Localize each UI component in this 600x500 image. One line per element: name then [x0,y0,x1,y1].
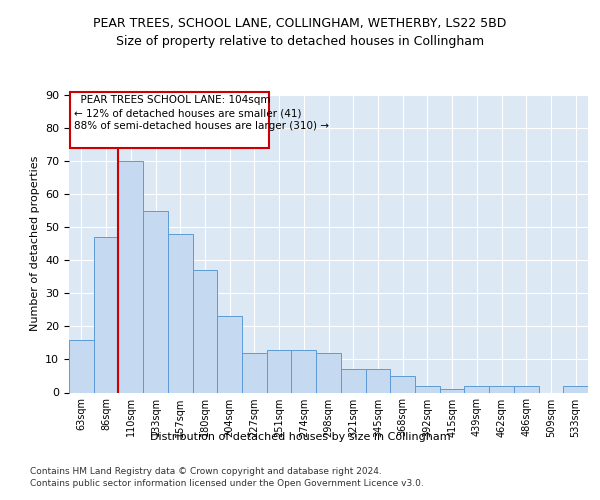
Bar [69,340,94,392]
Text: ← 12% of detached houses are smaller (41): ← 12% of detached houses are smaller (41… [74,108,301,118]
Bar [118,161,143,392]
Bar [415,386,440,392]
Bar [168,234,193,392]
Bar [94,237,118,392]
Bar [143,210,168,392]
Y-axis label: Number of detached properties: Number of detached properties [29,156,40,332]
Text: Contains HM Land Registry data © Crown copyright and database right 2024.: Contains HM Land Registry data © Crown c… [30,466,382,475]
Bar [390,376,415,392]
Text: Contains public sector information licensed under the Open Government Licence v3: Contains public sector information licen… [30,479,424,488]
Bar [70,92,269,148]
Text: PEAR TREES, SCHOOL LANE, COLLINGHAM, WETHERBY, LS22 5BD: PEAR TREES, SCHOOL LANE, COLLINGHAM, WET… [94,18,506,30]
Bar [514,386,539,392]
Bar [292,350,316,393]
Bar [193,270,217,392]
Bar [341,370,365,392]
Bar [365,370,390,392]
Bar [440,389,464,392]
Bar [464,386,489,392]
Text: 88% of semi-detached houses are larger (310) →: 88% of semi-detached houses are larger (… [74,122,329,132]
Text: Size of property relative to detached houses in Collingham: Size of property relative to detached ho… [116,35,484,48]
Bar [316,353,341,393]
Text: Distribution of detached houses by size in Collingham: Distribution of detached houses by size … [149,432,451,442]
Bar [267,350,292,393]
Bar [217,316,242,392]
Bar [563,386,588,392]
Text: PEAR TREES SCHOOL LANE: 104sqm: PEAR TREES SCHOOL LANE: 104sqm [74,95,271,105]
Bar [489,386,514,392]
Bar [242,353,267,393]
